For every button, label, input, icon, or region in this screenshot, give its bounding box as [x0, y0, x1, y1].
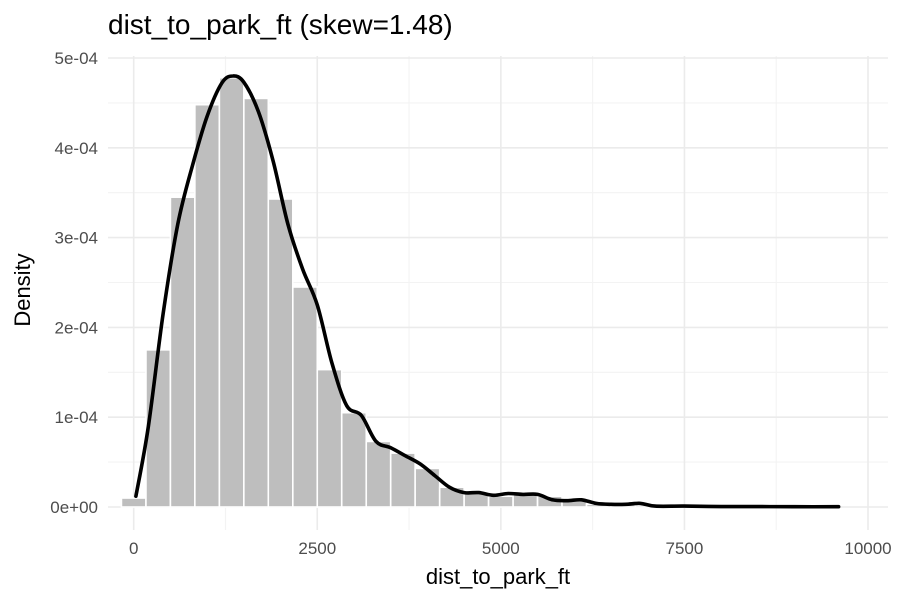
- histogram-bar: [365, 440, 392, 508]
- y-tick-label: 0e+00: [50, 498, 98, 517]
- chart-title: dist_to_park_ft (skew=1.48): [108, 9, 453, 40]
- x-axis-ticks: 0 2500 5000 7500 10000: [129, 539, 892, 558]
- x-tick-label: 5000: [482, 539, 520, 558]
- x-axis-title: dist_to_park_ft: [426, 564, 570, 589]
- y-tick-label: 3e-04: [55, 229, 98, 248]
- x-tick-label: 2500: [298, 539, 336, 558]
- y-tick-label: 2e-04: [55, 318, 98, 337]
- histogram-bar: [340, 411, 368, 508]
- histogram-bar: [243, 97, 270, 508]
- histogram-bars: [120, 76, 833, 508]
- y-tick-label: 1e-04: [55, 408, 98, 427]
- histogram-bar: [292, 286, 319, 508]
- y-axis-title: Density: [10, 253, 35, 326]
- histogram-bar: [120, 497, 147, 508]
- y-axis-ticks: 0e+00 1e-04 2e-04 3e-04 4e-04 5e-04: [50, 49, 98, 517]
- x-tick-label: 7500: [666, 539, 704, 558]
- histogram-bar: [194, 103, 221, 508]
- density-curve: [134, 74, 841, 509]
- histogram-bar: [267, 198, 294, 508]
- histogram-bar: [487, 495, 514, 508]
- y-tick-label: 5e-04: [55, 49, 98, 68]
- y-tick-label: 4e-04: [55, 139, 98, 158]
- histogram-bar: [414, 467, 441, 508]
- x-tick-label: 0: [129, 539, 138, 558]
- histogram-bar: [316, 368, 343, 508]
- x-tick-label: 10000: [844, 539, 891, 558]
- histogram-bar: [145, 349, 172, 508]
- histogram-bar: [389, 452, 416, 508]
- histogram-bar: [218, 76, 245, 508]
